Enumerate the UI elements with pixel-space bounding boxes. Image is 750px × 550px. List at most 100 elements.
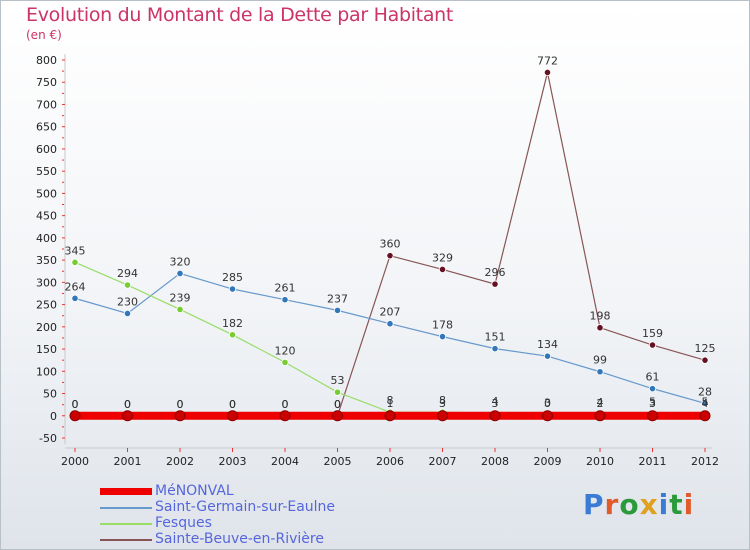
data-label: 182 <box>222 317 243 330</box>
data-label: 0 <box>177 398 184 411</box>
data-label: 230 <box>117 295 138 308</box>
data-point <box>491 345 499 353</box>
data-label: 151 <box>485 331 506 344</box>
chart-title: Evolution du Montant de la Dette par Hab… <box>26 4 454 26</box>
data-label: 207 <box>380 306 401 319</box>
data-label: 5 <box>702 396 709 409</box>
data-point <box>438 333 447 341</box>
data-label: 237 <box>327 292 348 305</box>
data-label: 239 <box>170 291 191 304</box>
data-label: 0 <box>544 397 551 410</box>
data-point <box>281 358 289 366</box>
data-point <box>543 352 552 360</box>
legend-label: MéNONVAL <box>155 483 234 499</box>
y-tick-label: 550 <box>36 165 57 178</box>
legend-item: Sainte-Beuve-en-Rivière <box>100 531 400 547</box>
x-tick-label: 2005 <box>324 455 352 468</box>
x-tick-label: 2010 <box>586 455 614 468</box>
data-point <box>69 410 81 422</box>
data-point <box>174 410 186 422</box>
data-point <box>648 385 657 393</box>
data-label: 0 <box>334 398 341 411</box>
x-tick-label: 2000 <box>61 455 89 468</box>
proxiti-logo: Proxiti <box>583 488 694 521</box>
data-label: 0 <box>334 398 341 411</box>
legend-label: Sainte-Beuve-en-Rivière <box>155 531 324 547</box>
data-label: 3 <box>492 397 499 410</box>
data-label: 3 <box>439 397 446 410</box>
y-tick-label: 350 <box>36 254 57 267</box>
data-point <box>281 296 289 304</box>
y-tick-label: 700 <box>36 98 57 111</box>
legend-item: Saint-Germain-sur-Eaulne <box>100 499 400 515</box>
legend-label: Fesques <box>155 515 212 531</box>
x-tick-label: 2003 <box>219 455 247 468</box>
data-point <box>491 280 499 288</box>
y-tick-label: 400 <box>36 232 57 245</box>
data-label: 772 <box>537 54 558 67</box>
legend-swatch <box>100 507 152 509</box>
data-point <box>437 410 448 422</box>
y-tick-label: 250 <box>36 299 57 312</box>
data-label: 3 <box>649 397 656 410</box>
data-label: 320 <box>170 255 191 268</box>
data-point <box>279 410 291 422</box>
y-tick-label: 800 <box>36 54 57 67</box>
data-label: 8 <box>387 394 394 407</box>
data-label: 125 <box>695 342 716 355</box>
x-tick-label: 2012 <box>691 455 719 468</box>
x-tick-label: 2011 <box>639 455 667 468</box>
data-label: 0 <box>72 398 79 411</box>
logo-letter: i <box>683 488 695 521</box>
data-point <box>647 410 658 422</box>
data-point <box>701 356 709 364</box>
data-label: 99 <box>593 354 607 367</box>
data-point <box>384 410 396 422</box>
logo-letter: x <box>639 488 659 521</box>
data-label: 4 <box>597 396 604 409</box>
data-label: 198 <box>590 310 611 323</box>
data-point <box>176 305 184 314</box>
data-point <box>332 410 343 422</box>
logo-letter: r <box>604 488 620 521</box>
data-label: 2 <box>597 397 604 410</box>
logo-letter: o <box>619 488 640 521</box>
data-label: 360 <box>380 238 401 251</box>
data-label: 120 <box>275 344 296 357</box>
data-point <box>386 252 394 260</box>
y-tick-label: 150 <box>36 343 57 356</box>
data-point <box>699 410 711 422</box>
data-point <box>543 68 552 77</box>
x-tick-label: 2002 <box>166 455 194 468</box>
x-tick-label: 2004 <box>271 455 299 468</box>
legend-swatch <box>100 539 152 541</box>
data-label: 4 <box>492 395 499 408</box>
data-label: 329 <box>432 251 453 264</box>
chart-subtitle: (en €) <box>26 28 62 42</box>
data-label: 1 <box>387 397 394 410</box>
data-point <box>594 410 606 422</box>
data-point <box>701 399 709 407</box>
data-point <box>123 281 132 289</box>
data-label: 28 <box>698 385 712 398</box>
y-tick-label: 750 <box>36 76 57 89</box>
data-label: 285 <box>222 271 243 284</box>
data-point <box>176 269 184 278</box>
x-tick-label: 2007 <box>429 455 457 468</box>
data-label: 0 <box>229 398 236 411</box>
data-point <box>228 285 237 293</box>
y-tick-label: 450 <box>36 210 57 223</box>
y-tick-label: 600 <box>36 143 57 156</box>
y-tick-label: 200 <box>36 321 57 334</box>
data-point <box>333 306 342 314</box>
y-tick-label: -50 <box>39 432 57 445</box>
data-label: 345 <box>65 244 86 257</box>
data-point <box>71 258 79 266</box>
data-label: 264 <box>65 280 86 293</box>
y-tick-label: 500 <box>36 187 57 200</box>
data-point <box>596 368 604 376</box>
data-label: 0 <box>124 398 131 411</box>
data-point <box>386 320 394 328</box>
legend-swatch <box>100 488 152 495</box>
